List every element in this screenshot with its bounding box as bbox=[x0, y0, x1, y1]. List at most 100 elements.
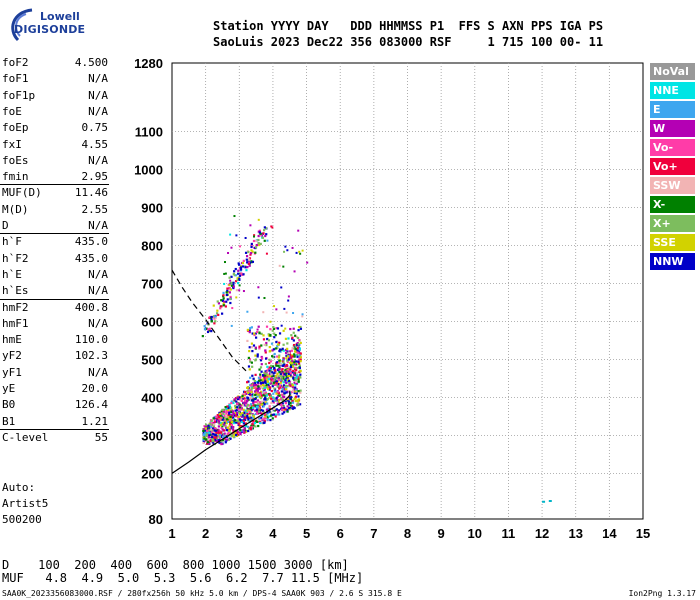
param-label: foF1p bbox=[2, 88, 36, 102]
echo-point bbox=[246, 409, 249, 412]
echo-point bbox=[273, 366, 276, 370]
legend-item: E bbox=[650, 101, 695, 118]
echo-point bbox=[222, 297, 225, 300]
echo-point bbox=[265, 376, 268, 379]
echo-point bbox=[252, 386, 256, 389]
echo-point bbox=[254, 359, 257, 362]
echo-point bbox=[234, 280, 238, 283]
echo-point bbox=[213, 423, 216, 426]
echo-point bbox=[279, 348, 282, 351]
echo-point bbox=[253, 422, 257, 425]
echo-point bbox=[288, 350, 292, 353]
echo-point bbox=[278, 384, 282, 387]
param-row: h`E N/A bbox=[2, 268, 108, 284]
echo-point bbox=[203, 428, 206, 431]
echo-point bbox=[277, 364, 280, 367]
echo-point bbox=[243, 397, 246, 400]
echo-point bbox=[234, 409, 237, 412]
echo-point bbox=[274, 370, 277, 373]
echo-point bbox=[247, 365, 251, 368]
x-tick-label: 6 bbox=[337, 526, 344, 541]
echo-point bbox=[251, 260, 255, 263]
echo-point bbox=[228, 429, 231, 432]
echo-point bbox=[286, 359, 289, 362]
echo-point bbox=[247, 380, 250, 383]
echo-point bbox=[205, 442, 209, 445]
echo-point bbox=[229, 407, 232, 410]
echo-point bbox=[260, 355, 263, 359]
echo-point bbox=[285, 363, 288, 367]
echo-point bbox=[298, 364, 301, 367]
echo-point bbox=[221, 418, 224, 421]
echo-point bbox=[242, 290, 245, 293]
echo-point bbox=[228, 406, 232, 409]
echo-point bbox=[256, 387, 259, 391]
echo-point bbox=[297, 390, 300, 393]
echo-point bbox=[295, 380, 298, 384]
echo-point bbox=[298, 370, 301, 374]
echo-point bbox=[263, 386, 266, 390]
echo-point bbox=[262, 380, 265, 383]
echo-point bbox=[253, 332, 256, 335]
echo-point bbox=[268, 366, 271, 369]
echo-point bbox=[247, 356, 250, 360]
echo-point bbox=[225, 407, 228, 410]
echo-point bbox=[274, 369, 277, 372]
echo-point bbox=[258, 243, 261, 247]
echo-point bbox=[231, 428, 235, 431]
echo-point bbox=[283, 406, 286, 410]
echo-point bbox=[232, 435, 235, 438]
echo-point bbox=[232, 286, 235, 290]
echo-point bbox=[248, 392, 251, 396]
echo-point bbox=[241, 397, 244, 400]
echo-point bbox=[257, 379, 261, 382]
echo-point bbox=[237, 417, 240, 420]
echo-point bbox=[299, 360, 302, 363]
echo-point bbox=[270, 380, 273, 383]
echo-point bbox=[206, 431, 209, 434]
echo-point bbox=[209, 439, 212, 443]
echo-point bbox=[294, 377, 297, 380]
echo-point bbox=[214, 429, 217, 432]
echo-point bbox=[252, 393, 256, 396]
echo-point bbox=[256, 353, 259, 356]
echo-point bbox=[227, 431, 230, 434]
echo-point bbox=[218, 421, 221, 424]
x-tick-label: 1 bbox=[168, 526, 175, 541]
echo-point bbox=[291, 401, 295, 404]
echo-point bbox=[231, 410, 235, 413]
echo-point bbox=[274, 347, 277, 350]
echo-point bbox=[250, 361, 253, 364]
echo-point bbox=[256, 420, 259, 423]
echo-point bbox=[281, 386, 285, 389]
echo-point bbox=[293, 370, 297, 373]
param-label: foF1 bbox=[2, 72, 29, 86]
echo-point bbox=[260, 394, 264, 397]
echo-point bbox=[209, 428, 212, 431]
echo-point bbox=[258, 420, 262, 423]
echo-point bbox=[266, 418, 269, 421]
param-row: yF1 N/A bbox=[2, 366, 108, 382]
echo-point bbox=[284, 384, 288, 388]
echo-point bbox=[246, 266, 249, 269]
echo-point bbox=[258, 396, 262, 399]
echo-point bbox=[222, 416, 226, 419]
echo-point bbox=[248, 329, 251, 332]
echo-point bbox=[229, 415, 232, 419]
echo-point bbox=[296, 377, 300, 380]
param-label: MUF(D) bbox=[2, 186, 42, 200]
echo-point bbox=[277, 399, 281, 402]
echo-point bbox=[217, 419, 220, 423]
echo-point bbox=[249, 406, 252, 410]
echo-point bbox=[258, 401, 262, 404]
echo-point bbox=[271, 371, 274, 374]
echo-point bbox=[285, 311, 288, 314]
x-tick-label: 14 bbox=[602, 526, 617, 541]
echo-point bbox=[252, 401, 255, 405]
param-row: foF2 4.500 bbox=[2, 56, 108, 72]
echo-point bbox=[259, 385, 262, 388]
echo-point bbox=[265, 383, 268, 387]
echo-point bbox=[298, 375, 301, 378]
echo-point bbox=[295, 251, 298, 254]
echo-point bbox=[294, 354, 297, 357]
